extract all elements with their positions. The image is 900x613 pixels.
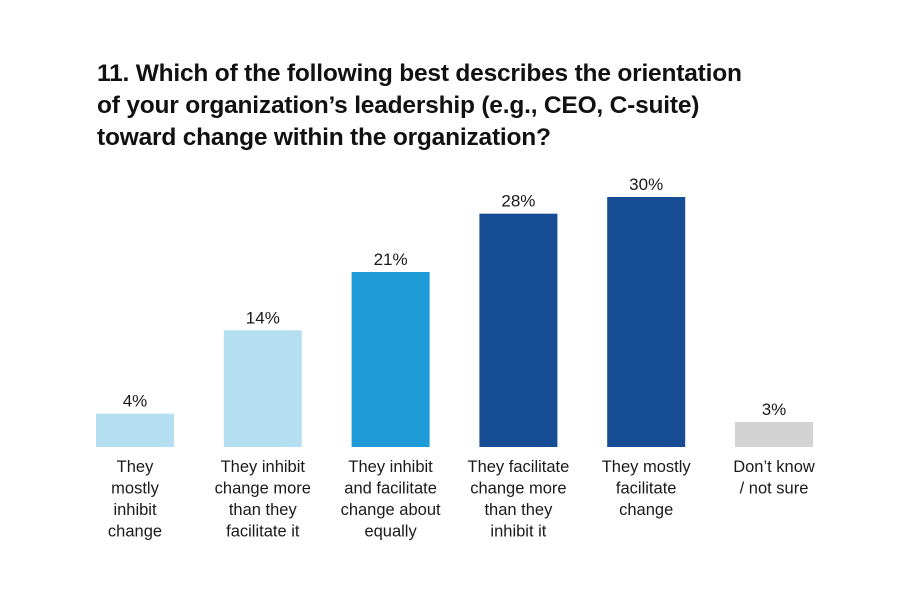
category-label-line: They inhibit [221, 458, 306, 476]
category-label-line: inhibit [113, 501, 157, 519]
category-label: They inhibit change more than they facilita… [215, 458, 311, 541]
category-label-line: They mostly [602, 458, 692, 476]
category-label-line: equally [364, 523, 417, 541]
category-label-line: change more [215, 480, 311, 498]
bar [351, 272, 430, 447]
category-label: They facilitate change more than they inhib… [468, 458, 570, 541]
bar [735, 422, 813, 447]
bar [607, 197, 686, 447]
category-label-line: change more [470, 480, 566, 498]
category-label-line: / not sure [740, 480, 809, 498]
value-label: 3% [762, 400, 787, 419]
bar [96, 413, 174, 447]
category-label-line: facilitate [616, 480, 677, 498]
category-label-line: mostly [111, 480, 159, 498]
category-label: They mostly inhibit change [108, 458, 162, 541]
category-label-line: and facilitate [344, 480, 437, 498]
chart-title-line: 11. Which of the following best describe… [97, 60, 742, 87]
value-label: 30% [629, 175, 663, 194]
category-label: Don’t know / not sure [733, 458, 815, 498]
chart-title-line: of your organization’s leadership (e.g.,… [97, 92, 700, 119]
chart-title-line: toward change within the organization? [97, 124, 551, 151]
category-label-line: facilitate it [226, 523, 300, 541]
value-label: 14% [246, 308, 280, 327]
value-label: 28% [501, 192, 535, 211]
category-label-line: They [117, 458, 154, 476]
chart-title: 11. Which of the following best describe… [97, 58, 817, 154]
bar [479, 213, 558, 447]
category-label-line: Don’t know [733, 458, 815, 476]
category-label: They inhibit and facilitate change about eq… [341, 458, 441, 541]
category-label-line: inhibit it [490, 523, 546, 541]
category-label: They mostly facilitate change [602, 458, 692, 519]
category-label-line: They facilitate [468, 458, 570, 476]
value-label: 21% [374, 250, 408, 269]
category-label-line: change about [341, 501, 441, 519]
category-label-line: than they [484, 501, 553, 519]
value-label: 4% [123, 392, 148, 411]
category-label-line: change [108, 523, 162, 541]
bar [223, 330, 302, 447]
category-label-line: than they [229, 501, 298, 519]
category-label-line: They inhibit [348, 458, 433, 476]
category-label-line: change [619, 501, 673, 519]
